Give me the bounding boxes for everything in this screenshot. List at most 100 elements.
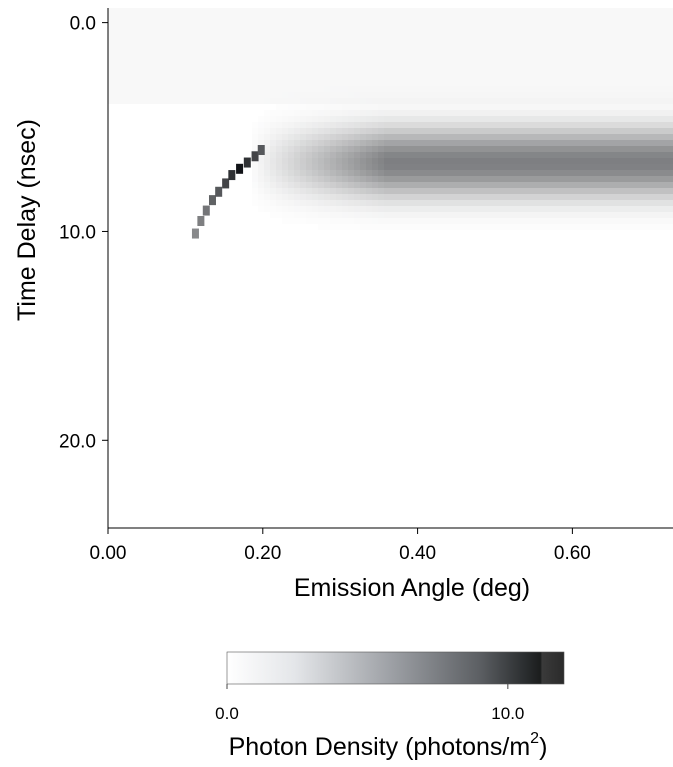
heatmap-cell — [246, 62, 252, 68]
heatmap-cell — [348, 32, 354, 38]
heatmap-cell — [666, 218, 672, 224]
heatmap-cell — [324, 218, 330, 224]
heatmap-cell — [630, 152, 636, 158]
heatmap-cell — [636, 8, 642, 14]
heatmap-cell — [282, 104, 288, 110]
heatmap-cell — [492, 128, 498, 134]
heatmap-cell — [600, 56, 606, 62]
heatmap-cell — [420, 182, 426, 188]
heatmap-cell — [498, 188, 504, 194]
heatmap-cell — [468, 146, 474, 152]
heatmap-cell — [156, 86, 162, 92]
heatmap-cell — [432, 176, 438, 182]
heatmap-cell — [480, 158, 486, 164]
heatmap-cell — [492, 200, 498, 206]
heatmap-cell — [510, 182, 516, 188]
heatmap-cell — [606, 176, 612, 182]
heatmap-cell — [396, 104, 402, 110]
heatmap-cell — [300, 68, 306, 74]
heatmap-cell — [252, 176, 258, 182]
heatmap-cell — [600, 134, 606, 140]
heatmap-cell — [612, 68, 618, 74]
heatmap-cell — [648, 206, 654, 212]
heatmap-cell — [354, 218, 360, 224]
heatmap-cell — [180, 74, 186, 80]
heatmap-cell — [396, 206, 402, 212]
heatmap-cell — [624, 194, 630, 200]
heatmap-cell — [114, 44, 120, 50]
heatmap-cell — [642, 140, 648, 146]
heatmap-cell — [588, 110, 594, 116]
heatmap-cell — [600, 188, 606, 194]
heatmap-cell — [342, 92, 348, 98]
heatmap-cell — [222, 86, 228, 92]
heatmap-cell — [462, 32, 468, 38]
heatmap-cell — [558, 110, 564, 116]
heatmap-cell — [258, 38, 264, 44]
heatmap-cell — [522, 212, 528, 218]
heatmap-cell — [492, 176, 498, 182]
heatmap-cell — [582, 212, 588, 218]
heatmap-cell — [552, 194, 558, 200]
heatmap-cell — [504, 98, 510, 104]
heatmap-cell — [480, 206, 486, 212]
heatmap-cell — [660, 62, 666, 68]
heatmap-cell — [132, 26, 138, 32]
heatmap-cell — [144, 20, 150, 26]
heatmap-cell — [522, 218, 528, 224]
heatmap-cell — [654, 212, 660, 218]
heatmap-cell — [426, 170, 432, 176]
heatmap-cell — [318, 140, 324, 146]
heatmap-cell — [396, 86, 402, 92]
heatmap-cell — [414, 50, 420, 56]
heatmap-cell — [462, 98, 468, 104]
heatmap-cell — [420, 86, 426, 92]
heatmap-cell — [582, 134, 588, 140]
heatmap-cell — [570, 74, 576, 80]
heatmap-cell — [276, 8, 282, 14]
heatmap-cell — [168, 50, 174, 56]
heatmap-cell — [450, 128, 456, 134]
heatmap-cell — [426, 194, 432, 200]
heatmap-cell — [534, 152, 540, 158]
heatmap-cell — [336, 122, 342, 128]
heatmap-cell — [138, 8, 144, 14]
heatmap-cell — [282, 212, 288, 218]
heatmap-cell — [360, 212, 366, 218]
heatmap-cell — [246, 98, 252, 104]
heatmap-cell — [372, 86, 378, 92]
heatmap-cell — [504, 20, 510, 26]
heatmap-cell — [288, 158, 294, 164]
heatmap-cell — [648, 68, 654, 74]
heatmap-cell — [420, 80, 426, 86]
heatmap-cell — [432, 122, 438, 128]
heatmap-cell — [132, 32, 138, 38]
heatmap-cell — [534, 44, 540, 50]
heatmap-cell — [336, 50, 342, 56]
heatmap-cell — [498, 32, 504, 38]
heatmap-cell — [174, 62, 180, 68]
heatmap-cell — [276, 32, 282, 38]
heatmap-cell — [468, 116, 474, 122]
heatmap-cell — [330, 92, 336, 98]
heatmap-cell — [648, 80, 654, 86]
heatmap-cell — [300, 170, 306, 176]
heatmap-cell — [306, 140, 312, 146]
heatmap-cell — [372, 92, 378, 98]
heatmap-cell — [564, 152, 570, 158]
heatmap-cell — [612, 110, 618, 116]
heatmap-cell — [420, 194, 426, 200]
heatmap-cell — [264, 140, 270, 146]
heatmap-cell — [636, 116, 642, 122]
heatmap-cell — [666, 176, 672, 182]
heatmap-cell — [618, 128, 624, 134]
heatmap-cell — [276, 134, 282, 140]
heatmap-cell — [648, 146, 654, 152]
heatmap-cell — [480, 26, 486, 32]
heatmap-cell — [498, 146, 504, 152]
heatmap-cell — [516, 200, 522, 206]
heatmap-cell — [180, 26, 186, 32]
heatmap-cell — [420, 224, 426, 230]
heatmap-cell — [450, 122, 456, 128]
heatmap-cell — [588, 206, 594, 212]
